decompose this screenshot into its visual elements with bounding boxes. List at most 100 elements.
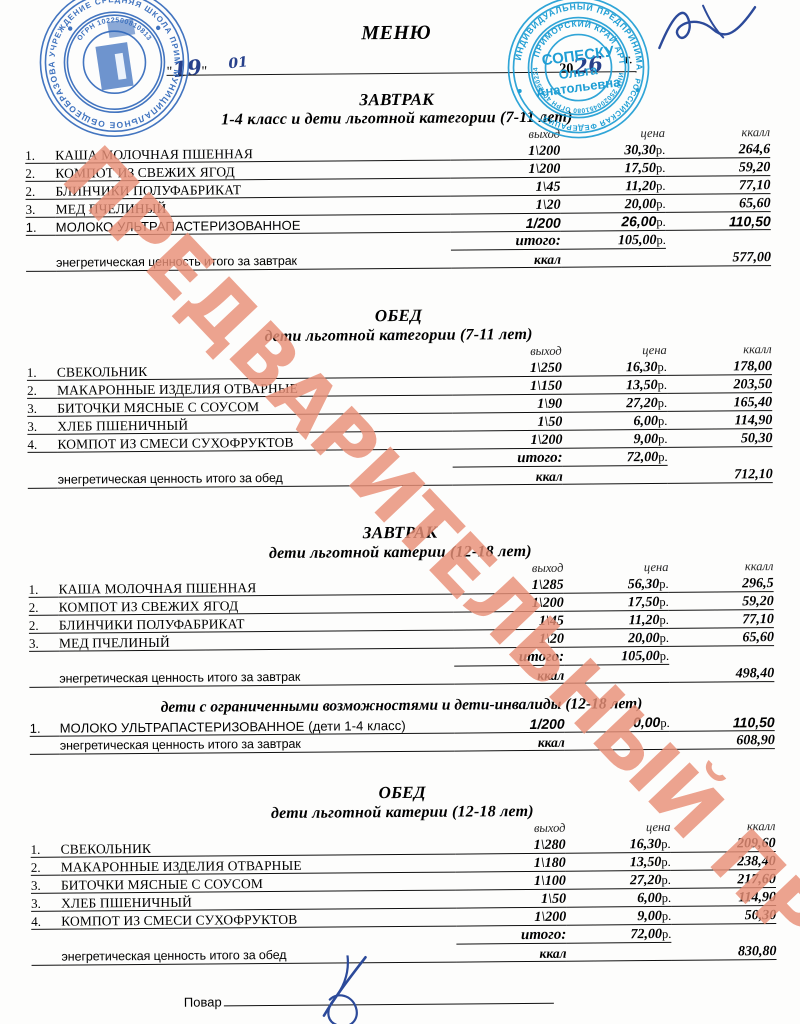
column-header-price: цена (645, 819, 671, 835)
column-header-out: выход (528, 126, 561, 141)
year-prefix-text: 20 (559, 61, 574, 77)
currency-suffix: р. (656, 196, 666, 211)
dish-price: 17,50р. (560, 158, 666, 178)
date-day-value: 19 (170, 54, 203, 83)
total-label: итого: (450, 231, 561, 251)
dish-kcal: 296,5 (668, 574, 774, 593)
currency-suffix: р. (657, 359, 667, 374)
row-number: 2. (26, 380, 58, 399)
kcal-unit: ккал (450, 249, 562, 269)
dish-price-value: 13,50 (626, 377, 658, 394)
dish-kcal: 77,10 (665, 175, 771, 195)
currency-suffix: р. (656, 178, 666, 193)
dish-kcal: 264,6 (665, 140, 771, 159)
total-price: 105,00р. (564, 646, 670, 666)
row-number: 3. (25, 199, 56, 218)
dish-price-value: 26,00 (621, 212, 657, 230)
dish-kcal: 209,60 (670, 834, 776, 853)
date-year-unit: г. (624, 52, 633, 68)
dish-out: 1/200 (454, 714, 565, 734)
energy-value: 608,90 (669, 730, 775, 750)
row-number: 2. (30, 857, 61, 876)
currency-suffix: р. (656, 232, 666, 247)
kcal-unit: ккал (456, 943, 567, 963)
cook-signature-line (223, 990, 554, 1007)
currency-suffix: р. (659, 594, 669, 609)
row-number: 1. (25, 145, 56, 164)
currency-suffix: р. (661, 908, 672, 923)
dish-kcal: 59,20 (668, 591, 774, 611)
column-header-out: выход (531, 560, 564, 575)
dish-price: 0,00р. (564, 713, 670, 733)
dish-kcal: 59,20 (665, 157, 771, 177)
dish-price-value: 20,00 (624, 196, 657, 213)
currency-suffix: р. (657, 395, 668, 410)
total-price: 72,00р. (566, 924, 672, 944)
svg-text:ОГРН 1022500810813: ОГРН 1022500810813 (76, 17, 152, 43)
dish-out: 1\180 (455, 853, 566, 873)
currency-suffix: р. (661, 854, 671, 869)
total-price-value: 105,00 (617, 232, 657, 249)
column-header-price: цена (642, 342, 667, 358)
dish-kcal: 178,00 (666, 357, 772, 376)
total-price-value: 72,00 (630, 926, 663, 943)
dish-kcal: 165,40 (667, 392, 773, 412)
dish-kcal: 65,60 (665, 193, 771, 213)
dish-price: 16,30р. (561, 357, 667, 377)
currency-suffix: р. (659, 630, 670, 645)
dish-kcal: 203,50 (666, 374, 773, 394)
dish-price-value: 56,30 (627, 576, 660, 593)
dish-price: 20,00р. (563, 628, 670, 648)
currency-suffix: р. (658, 431, 668, 446)
dish-kcal: 217,60 (670, 869, 776, 889)
column-header-out: выход (533, 820, 566, 835)
dish-out: 1\20 (453, 629, 565, 649)
dish-price: 27,20р. (562, 393, 668, 413)
currency-suffix: р. (661, 926, 672, 941)
currency-suffix: р. (661, 872, 671, 887)
kcal-unit: ккал (452, 466, 563, 486)
dish-out: 1\150 (451, 376, 563, 396)
dish-out: 1\45 (453, 611, 564, 631)
total-price: 105,00р. (560, 230, 666, 250)
energy-label: энегретическая ценность итого за завтрак (59, 666, 455, 688)
menu-table-breakfast-1-4: выход цена ккалл 1. КАША МОЛОЧНАЯ ПШЕННА… (25, 125, 772, 272)
row-number: 4. (31, 911, 62, 930)
row-number: 4. (27, 434, 58, 453)
dish-price: 27,20р. (565, 870, 671, 890)
dish-price-value: 11,20 (625, 178, 657, 195)
column-header-kcal: ккалл (744, 559, 774, 574)
date-year-value: 26 (571, 50, 604, 80)
dish-out: 1\200 (453, 593, 564, 613)
column-header-kcal: ккалл (746, 819, 776, 834)
dish-price-value: 17,50 (627, 594, 660, 611)
kcal-unit: ккал (454, 732, 565, 752)
energy-label: энегретическая ценность итого за завтрак (55, 250, 452, 272)
total-price-value: 72,00 (626, 449, 659, 466)
dish-out: 1\285 (453, 575, 564, 595)
dish-kcal: 50,30 (667, 428, 773, 448)
director-signature (651, 0, 762, 75)
total-label: итого: (454, 647, 565, 667)
dish-price-value: 0,00 (632, 713, 661, 731)
dish-price: 16,30р. (565, 834, 671, 854)
dish-price: 56,30р. (563, 574, 669, 594)
dish-price-value: 11,20 (628, 612, 660, 629)
dish-out: 1\200 (452, 430, 563, 450)
dish-out: 1\20 (450, 195, 561, 215)
dish-out: 1\200 (450, 141, 561, 161)
dish-price-value: 13,50 (629, 854, 662, 871)
dish-price-value: 27,20 (626, 395, 658, 412)
energy-value: 830,80 (671, 941, 777, 961)
column-header-kcal: ккалл (743, 342, 772, 357)
dish-kcal: 110,50 (669, 713, 775, 732)
total-price-value: 105,00 (621, 648, 660, 665)
page-title: МЕНЮ (361, 21, 432, 45)
dish-out: 1\100 (455, 871, 566, 891)
total-label: итого: (456, 925, 567, 945)
dish-kcal: 114,90 (670, 887, 777, 907)
column-header-price: цена (643, 559, 669, 575)
dish-price-value: 9,00 (637, 908, 662, 925)
